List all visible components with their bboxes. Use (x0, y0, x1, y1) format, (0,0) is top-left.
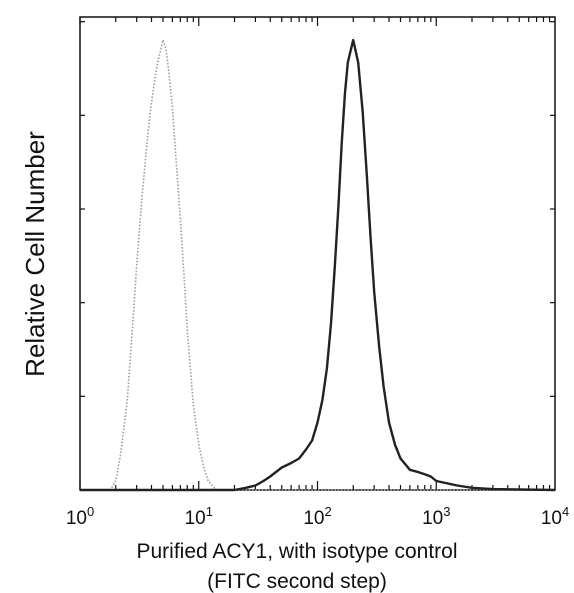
x-axis-label: Purified ACY1, with isotype control (137, 540, 458, 563)
x-tick-label: 103 (422, 504, 450, 529)
axis-ticks (79, 17, 555, 490)
y-axis-label: Relative Cell Number (20, 131, 50, 377)
x-tick-label: 102 (303, 504, 331, 529)
series-1-line (80, 39, 555, 491)
series-2-line (80, 38, 556, 492)
series-layer (80, 38, 556, 492)
x-axis-label-line2: (FITC second step) (207, 570, 387, 593)
x-tick-label: 104 (541, 504, 569, 529)
x-tick-label: 100 (66, 504, 94, 529)
x-tick-labels: 100 101 102 103 104 (66, 504, 569, 529)
x-tick-label: 101 (185, 504, 213, 529)
